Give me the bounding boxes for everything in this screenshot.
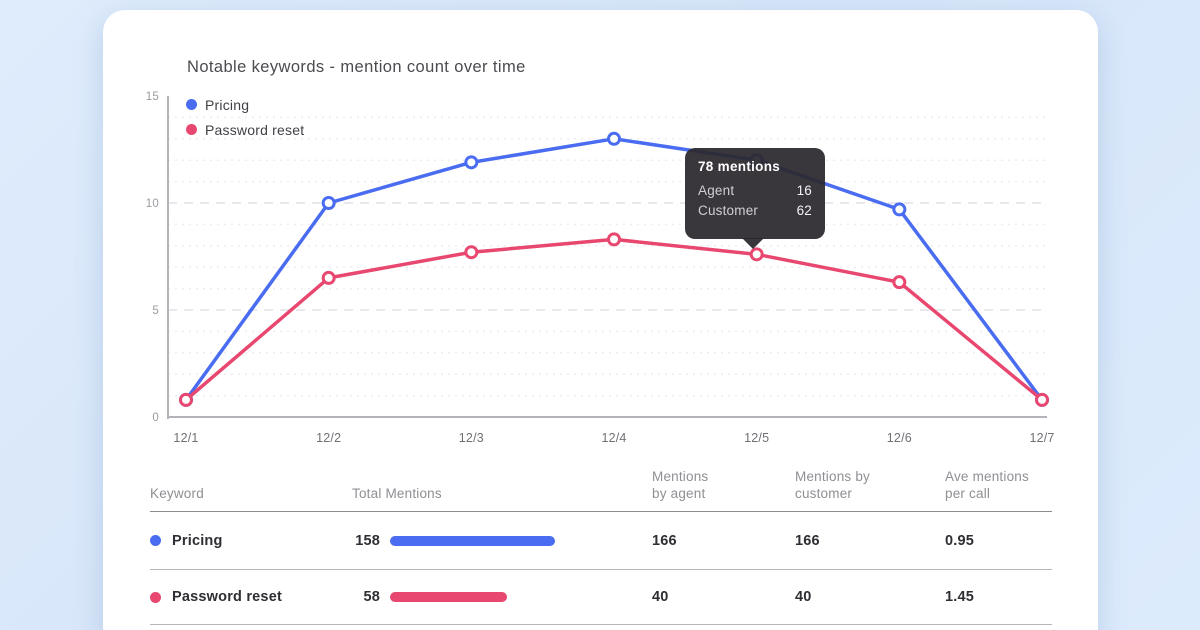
legend-label: Password reset <box>205 121 305 138</box>
y-tick-label: 15 <box>146 91 159 103</box>
x-tick-label: 12/5 <box>744 431 769 445</box>
data-point <box>892 202 907 217</box>
data-point <box>321 196 336 210</box>
series-line <box>184 137 1044 402</box>
x-tick-label: 12/2 <box>316 431 341 445</box>
mentions-by-agent-value: 166 <box>652 532 677 549</box>
x-tick-label: 12/6 <box>887 431 912 445</box>
data-point <box>464 245 479 260</box>
data-point <box>607 131 622 146</box>
legend-item-pricing[interactable]: Pricing <box>186 92 304 117</box>
keyword-dot-icon <box>150 535 161 546</box>
chart-legend: Pricing Password reset <box>186 92 304 142</box>
total-mentions-cell: 58 <box>352 589 652 605</box>
series-line <box>184 237 1044 402</box>
x-tick-label: 12/7 <box>1029 431 1054 445</box>
tooltip-label: Agent <box>698 183 735 198</box>
column-header-total-mentions: Total Mentions <box>352 486 442 501</box>
column-header-mentions-by-agent: Mentions by agent <box>652 469 709 501</box>
y-tick-label: 5 <box>152 305 159 317</box>
y-tick-label: 10 <box>146 198 159 210</box>
tooltip-value: 16 <box>796 183 812 198</box>
mentions-by-agent-value: 40 <box>652 589 669 605</box>
tooltip-row-agent: Agent 16 <box>698 183 812 198</box>
line-chart: 0 5 10 15 12/1 12/2 12/3 12/4 12/5 12/6 12/7 <box>146 91 1055 445</box>
mentions-by-customer-value: 40 <box>795 589 812 605</box>
y-tick-label: 0 <box>152 412 159 424</box>
data-point <box>179 392 193 407</box>
table-row[interactable]: Password reset 58 40 40 1.45 <box>150 570 1052 625</box>
keyword-table: Keyword Total Mentions Mentions by agent… <box>150 465 1052 625</box>
data-point <box>1035 392 1050 407</box>
total-mentions-value: 58 <box>363 589 380 605</box>
password-reset-dot-icon <box>186 124 197 135</box>
table-row[interactable]: Pricing 158 166 166 0.95 <box>150 512 1052 570</box>
mentions-by-customer-value: 166 <box>795 532 820 549</box>
ave-mentions-per-call-value: 0.95 <box>945 532 975 549</box>
keyword-cell: Password reset <box>150 589 352 605</box>
tooltip-value: 62 <box>796 203 812 218</box>
tooltip-label: Customer <box>698 203 759 218</box>
data-point <box>464 155 479 170</box>
legend-item-password-reset[interactable]: Password reset <box>186 117 304 142</box>
keyword-label: Pricing <box>172 532 223 549</box>
data-point <box>749 247 764 262</box>
legend-label: Pricing <box>205 96 250 113</box>
keyword-dot-icon <box>150 591 161 603</box>
total-mentions-bar <box>390 592 507 602</box>
column-header-keyword: Keyword <box>150 486 204 501</box>
total-mentions-bar <box>390 535 555 546</box>
tooltip-row-customer: Customer 62 <box>698 203 812 218</box>
ave-mentions-per-call-value: 1.45 <box>945 589 975 605</box>
table-header-row: Keyword Total Mentions Mentions by agent… <box>150 465 1052 512</box>
analytics-card: Notable keywords - mention count over ti… <box>103 10 1098 630</box>
data-point <box>321 270 336 285</box>
data-point <box>892 275 907 290</box>
chart-title: Notable keywords - mention count over ti… <box>187 58 526 76</box>
pricing-dot-icon <box>186 99 197 110</box>
data-point <box>607 232 622 247</box>
column-header-mentions-by-customer: Mentions by customer <box>795 469 870 501</box>
tooltip-title: 78 mentions <box>698 159 781 174</box>
x-tick-label: 12/1 <box>173 431 198 445</box>
x-tick-label: 12/4 <box>601 431 626 445</box>
x-tick-label: 12/3 <box>459 431 484 445</box>
chart-tooltip: 78 mentions Agent 16 Customer 62 <box>685 148 825 249</box>
total-mentions-cell: 158 <box>352 533 652 549</box>
column-header-ave-mentions-per-call: Ave mentions per call <box>945 469 1029 501</box>
keyword-label: Password reset <box>172 589 282 605</box>
keyword-cell: Pricing <box>150 533 352 549</box>
total-mentions-value: 158 <box>355 532 380 549</box>
